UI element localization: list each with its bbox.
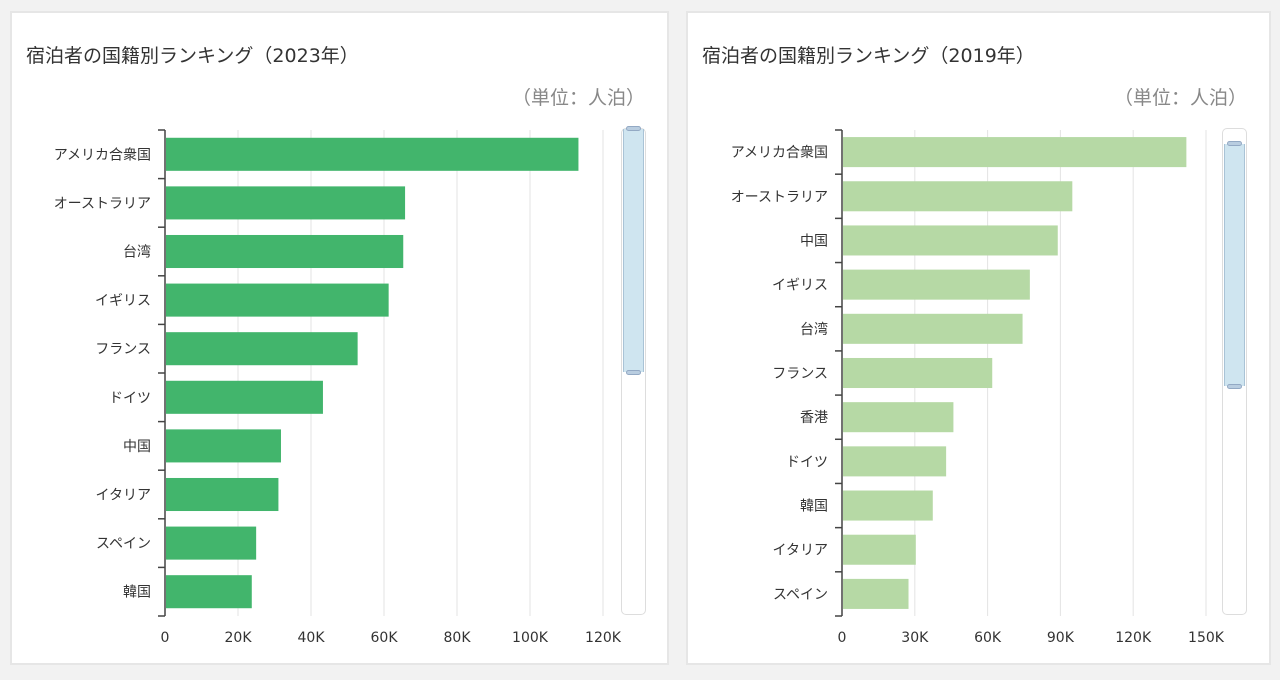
chart-card-2023: 宿泊者の国籍別ランキング（2023年） （単位：人泊） 0 20K 40K 60K 80… <box>10 11 669 665</box>
category-label: アメリカ合衆国 <box>54 147 151 163</box>
x-tick-label: 30K <box>901 630 929 646</box>
x-tick-label: 90K <box>1047 630 1075 646</box>
x-tick-label: 20K <box>225 630 253 646</box>
bar <box>843 137 1187 168</box>
bar <box>166 234 404 269</box>
category-label: イギリス <box>95 293 151 309</box>
category-label: 中国 <box>800 233 828 249</box>
bar <box>166 283 389 317</box>
scrollbar-handle-bottom[interactable] <box>626 369 641 375</box>
bar <box>166 137 579 171</box>
unit-label: （単位：人泊） <box>511 87 645 109</box>
x-tick-label: 0 <box>161 630 170 646</box>
category-label: イギリス <box>772 278 828 294</box>
bar <box>843 490 933 521</box>
category-label: フランス <box>772 366 828 382</box>
category-label: ドイツ <box>786 454 828 470</box>
category-label: 韓国 <box>123 585 151 601</box>
unit-label: （単位：人泊） <box>1113 87 1247 109</box>
x-tick-label: 60K <box>371 630 399 646</box>
x-tick-label: 60K <box>974 630 1002 646</box>
scrollbar-thumb[interactable] <box>1224 140 1245 390</box>
bar <box>843 534 916 565</box>
bar <box>166 186 406 220</box>
x-tick-label: 120K <box>1115 630 1152 646</box>
category-label: 韓国 <box>800 499 828 515</box>
category-label: オーストラリア <box>54 196 151 212</box>
bar <box>843 313 1023 344</box>
bar <box>166 380 323 414</box>
scrollbar-handle-top[interactable] <box>1227 140 1242 146</box>
bar <box>843 446 947 477</box>
category-label: ドイツ <box>109 390 151 406</box>
chart-scrollbar[interactable] <box>621 126 646 615</box>
bar <box>166 477 279 512</box>
bar <box>843 225 1058 256</box>
bar <box>166 429 281 463</box>
chart-title: 宿泊者の国籍別ランキング（2023年） <box>26 45 359 67</box>
category-label: 台湾 <box>123 244 151 261</box>
bar <box>843 402 954 433</box>
x-tick-label: 150K <box>1188 630 1225 646</box>
category-label: スペイン <box>96 536 151 552</box>
chart-scrollbar[interactable] <box>1222 128 1247 615</box>
category-label: オーストラリア <box>731 189 828 205</box>
category-label: フランス <box>95 342 151 358</box>
bar <box>843 357 993 389</box>
x-tick-label: 100K <box>512 630 549 646</box>
bar <box>843 269 1030 300</box>
category-label: 台湾 <box>800 321 828 338</box>
bar <box>166 526 257 560</box>
bar <box>166 332 358 366</box>
x-tick-label: 40K <box>298 630 326 646</box>
bar-chart-2023: 0 20K 40K 60K 80K 100K 120K アメリカ合衆国オーストラリア台湾イギリ… <box>54 129 622 646</box>
category-label: スペイン <box>773 587 828 603</box>
bar <box>166 575 252 609</box>
category-label: 香港 <box>800 410 828 426</box>
category-label: 中国 <box>123 439 151 455</box>
chart-card-2019: 宿泊者の国籍別ランキング（2019年） （単位：人泊） 0 30K 60K 90K 12… <box>686 11 1271 665</box>
x-tick-label: 120K <box>585 630 622 646</box>
scrollbar-handle-top[interactable] <box>626 126 641 131</box>
scrollbar-thumb[interactable] <box>623 126 644 375</box>
bar <box>843 578 909 609</box>
category-label: イタリア <box>773 543 828 559</box>
scrollbar-handle-bottom[interactable] <box>1227 384 1242 390</box>
bar-chart-2019: 0 30K 60K 90K 120K 150K アメリカ合衆国オーストラリア中国イギリス台湾… <box>731 129 1225 646</box>
category-label: イタリア <box>96 488 151 504</box>
category-label: アメリカ合衆国 <box>731 145 828 161</box>
bar <box>843 181 1073 212</box>
x-tick-label: 80K <box>444 630 472 646</box>
x-tick-label: 0 <box>838 630 847 646</box>
chart-title: 宿泊者の国籍別ランキング（2019年） <box>702 45 1035 67</box>
